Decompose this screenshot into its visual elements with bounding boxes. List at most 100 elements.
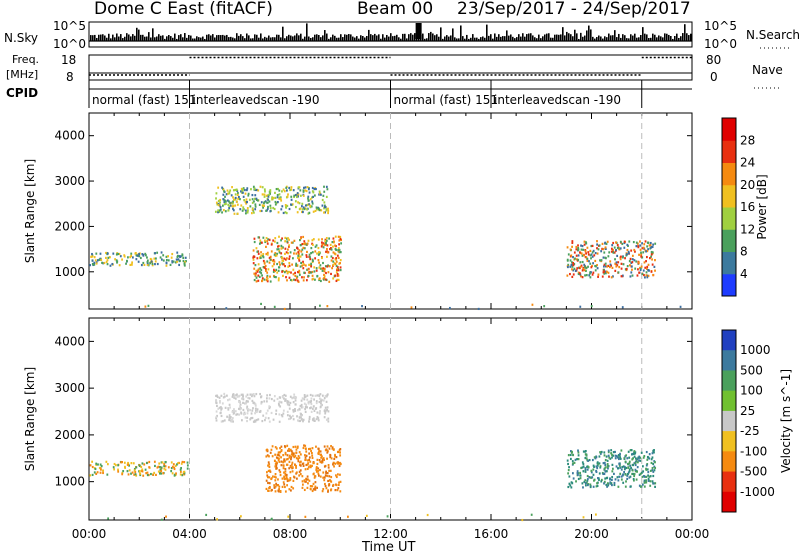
- data-cell: [240, 204, 243, 207]
- nsky-bar: [198, 37, 200, 41]
- data-cell: [301, 210, 303, 214]
- data-cell: [314, 278, 316, 281]
- data-cell: [289, 477, 292, 480]
- data-cell: [638, 484, 641, 487]
- data-cell: [600, 450, 603, 454]
- data-cell: [225, 193, 228, 196]
- nsky-bar: [272, 37, 274, 41]
- data-cell: [293, 195, 295, 199]
- data-cell: [625, 480, 627, 483]
- data-cell: [285, 257, 288, 260]
- nsky-bar: [240, 34, 242, 41]
- data-cell: [242, 188, 244, 191]
- data-cell: [608, 275, 610, 278]
- data-cell: [95, 472, 98, 475]
- data-cell: [315, 206, 318, 209]
- data-cell: [530, 513, 533, 516]
- colorbar-frame: [721, 117, 737, 297]
- data-cell: [605, 455, 608, 458]
- data-cell: [604, 246, 607, 249]
- data-cell: [324, 449, 327, 452]
- data-cell: [275, 482, 278, 485]
- data-cell: [249, 205, 252, 208]
- data-cell: [310, 399, 313, 403]
- data-cell: [633, 248, 636, 252]
- data-cell: [143, 463, 146, 466]
- data-cell: [276, 271, 279, 274]
- nsky-bar: [382, 34, 384, 41]
- data-cell: [283, 460, 285, 463]
- data-cell: [584, 479, 587, 482]
- data-cell: [247, 396, 250, 400]
- data-cell: [577, 449, 579, 452]
- data-cell: [270, 250, 273, 253]
- data-cell: [311, 274, 314, 277]
- data-cell: [543, 305, 546, 308]
- data-cell: [176, 463, 178, 466]
- data-cell: [247, 192, 250, 195]
- data-cell: [319, 264, 322, 267]
- data-cell: [650, 246, 652, 249]
- data-cell: [276, 252, 278, 255]
- data-cell: [297, 270, 299, 274]
- data-cell: [230, 418, 233, 422]
- data-cell: [311, 418, 314, 421]
- nsky-bar: [578, 38, 580, 41]
- data-cell: [618, 265, 621, 269]
- nsky-bar: [286, 36, 288, 41]
- data-cell: [291, 461, 294, 464]
- data-cell: [323, 211, 325, 214]
- data-cell: [224, 202, 227, 206]
- data-cell: [247, 209, 249, 212]
- data-cell: [639, 456, 642, 459]
- data-cell: [236, 212, 239, 215]
- data-cell: [303, 271, 306, 274]
- data-cell: [159, 256, 162, 259]
- data-cell: [629, 475, 632, 478]
- data-cell: [286, 457, 289, 461]
- data-cell: [327, 420, 330, 423]
- data-cell: [260, 251, 262, 254]
- data-cell: [617, 271, 620, 274]
- data-cell: [312, 238, 315, 241]
- data-cell: [642, 269, 645, 272]
- data-cell: [652, 474, 655, 478]
- data-cell: [324, 484, 327, 488]
- data-cell: [329, 453, 332, 457]
- data-cell: [300, 237, 302, 240]
- data-cell: [288, 264, 291, 267]
- nsky-bar: [136, 27, 138, 41]
- data-cell: [266, 394, 269, 397]
- data-cell: [596, 464, 599, 467]
- data-cell: [288, 255, 291, 258]
- data-cell: [232, 200, 234, 203]
- nsky-bar: [104, 35, 106, 41]
- data-cell: [315, 445, 317, 448]
- data-cell: [336, 450, 339, 454]
- data-cell: [131, 261, 134, 264]
- data-cell: [308, 479, 311, 482]
- data-cell: [477, 307, 480, 311]
- data-cell: [256, 410, 259, 413]
- data-cell: [572, 453, 575, 457]
- data-cell: [117, 464, 120, 467]
- data-cell: [130, 254, 133, 257]
- data-cell: [386, 515, 389, 518]
- data-cell: [604, 247, 607, 251]
- data-cell: [337, 269, 340, 272]
- data-cell: [567, 462, 569, 466]
- data-cell: [274, 473, 277, 476]
- data-cell: [612, 251, 615, 254]
- data-cell: [239, 515, 242, 518]
- data-cell: [301, 264, 304, 267]
- data-cell: [317, 451, 320, 454]
- data-cell: [290, 271, 292, 274]
- data-cell: [629, 275, 632, 278]
- data-cell: [238, 400, 241, 403]
- data-cell: [290, 203, 292, 206]
- nsky-bar: [474, 37, 476, 41]
- data-cell: [619, 456, 622, 459]
- data-cell: [624, 257, 626, 260]
- data-cell: [260, 209, 263, 213]
- nsky-bar: [484, 37, 486, 41]
